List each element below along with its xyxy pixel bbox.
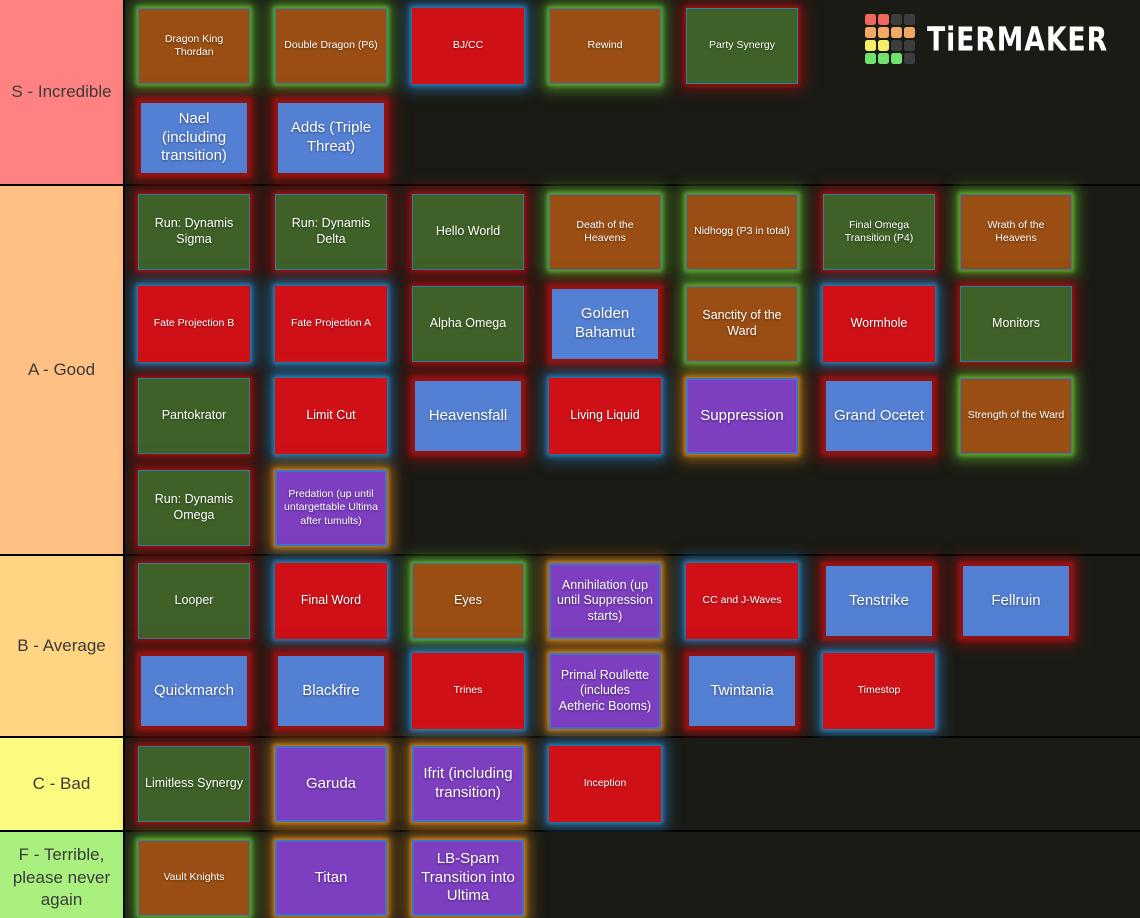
tier-row-content-s: Dragon King Thordan Double Dragon (P6) BJ/… — [125, 0, 1140, 184]
logo-square — [878, 14, 890, 25]
tile-eyes[interactable]: Eyes — [412, 563, 524, 639]
tile-primal-roullette-includes-aetheric-booms[interactable]: Primal Roullette (includes Aetheric Boom… — [549, 653, 661, 729]
tier-label-a: A - Good — [0, 186, 125, 554]
tile-quickmarch[interactable]: Quickmarch — [138, 653, 250, 729]
tile-inception[interactable]: Inception — [549, 746, 661, 822]
tile-timestop[interactable]: Timestop — [823, 653, 935, 729]
logo-square — [891, 27, 903, 38]
tile-monitors[interactable]: Monitors — [960, 286, 1072, 362]
tile-double-dragon-p6[interactable]: Double Dragon (P6) — [275, 8, 387, 84]
tile-bj-cc[interactable]: BJ/CC — [412, 8, 524, 84]
tile-line: Dragon King Thordan Double Dragon (P6) BJ/… — [125, 0, 1140, 92]
logo-square — [878, 53, 890, 64]
tier-row-content-b: Looper Final Word Eyes Annihilation (up unt… — [125, 556, 1140, 736]
tile-sanctity-of-the-ward[interactable]: Sanctity of the Ward — [686, 286, 798, 362]
tile-limitless-synergy[interactable]: Limitless Synergy — [138, 746, 250, 822]
tile-hello-world[interactable]: Hello World — [412, 194, 524, 270]
tier-row-a: A - Good Run: Dynamis Sigma Run: Dynamis D… — [0, 186, 1140, 556]
tier-label-s: S - Incredible — [0, 0, 125, 184]
tile-death-of-the-heavens[interactable]: Death of the Heavens — [549, 194, 661, 270]
tile-line: Limitless Synergy Garuda Ifrit (including … — [125, 738, 1140, 830]
tier-row-c: C - Bad Limitless Synergy Garuda Ifrit (inc… — [0, 738, 1140, 832]
tile-blackfire[interactable]: Blackfire — [275, 653, 387, 729]
logo-square — [878, 40, 890, 51]
tile-wormhole[interactable]: Wormhole — [823, 286, 935, 362]
tile-twintania[interactable]: Twintania — [686, 653, 798, 729]
tile-rewind[interactable]: Rewind — [549, 8, 661, 84]
tiermaker-logo-text: TiERMAKER — [927, 19, 1109, 59]
tier-row-f: F - Terrible, please never again Vault Kn… — [0, 832, 1140, 918]
tier-row-content-a: Run: Dynamis Sigma Run: Dynamis Delta Hell… — [125, 186, 1140, 554]
logo-square — [891, 40, 903, 51]
tile-annihilation-up-until-suppression-starts[interactable]: Annihilation (up until Suppression start… — [549, 563, 661, 639]
tile-pantokrator[interactable]: Pantokrator — [138, 378, 250, 454]
logo-square — [891, 53, 903, 64]
tile-line: Pantokrator Limit Cut Heavensfall Living Li… — [125, 370, 1140, 462]
tile-vault-knights[interactable]: Vault Knights — [138, 840, 250, 916]
logo-square — [904, 40, 916, 51]
tile-run-dynamis-delta[interactable]: Run: Dynamis Delta — [275, 194, 387, 270]
tile-predation-up-until-untargettable-ultima-after-tumults[interactable]: Predation (up until untargettable Ultima… — [275, 470, 387, 546]
tiermaker-logo: TiERMAKER — [865, 14, 1124, 64]
tile-dragon-king-thordan[interactable]: Dragon King Thordan — [138, 8, 250, 84]
tile-garuda[interactable]: Garuda — [275, 746, 387, 822]
tile-strength-of-the-ward[interactable]: Strength of the Ward — [960, 378, 1072, 454]
tile-line: Run: Dynamis Sigma Run: Dynamis Delta Hell… — [125, 186, 1140, 278]
tile-line: Vault Knights Titan LB-Spam Transition int… — [125, 832, 1140, 918]
tier-row-s: S - Incredible Dragon King Thordan Double … — [0, 0, 1140, 186]
tile-heavensfall[interactable]: Heavensfall — [412, 378, 524, 454]
tile-fellruin[interactable]: Fellruin — [960, 563, 1072, 639]
tile-ifrit-including-transition[interactable]: Ifrit (including transition) — [412, 746, 524, 822]
tile-cc-and-j-waves[interactable]: CC and J-Waves — [686, 563, 798, 639]
logo-square — [904, 14, 916, 25]
tiermaker-logo-grid-icon — [865, 14, 916, 64]
tier-row-b: B - Average Looper Final Word Eyes Annihilat… — [0, 556, 1140, 738]
tile-tenstrike[interactable]: Tenstrike — [823, 563, 935, 639]
tile-nael-including-transition[interactable]: Nael (including transition) — [138, 100, 250, 176]
logo-square — [878, 27, 890, 38]
tile-wrath-of-the-heavens[interactable]: Wrath of the Heavens — [960, 194, 1072, 270]
tier-row-content-f: Vault Knights Titan LB-Spam Transition int… — [125, 832, 1140, 918]
tile-run-dynamis-omega[interactable]: Run: Dynamis Omega — [138, 470, 250, 546]
tile-looper[interactable]: Looper — [138, 563, 250, 639]
logo-square — [865, 14, 877, 25]
tier-label-c: C - Bad — [0, 738, 125, 830]
tile-final-word[interactable]: Final Word — [275, 563, 387, 639]
tile-line: Quickmarch Blackfire Trines Primal Roullett… — [125, 646, 1140, 736]
tier-label-f: F - Terrible, please never again — [0, 832, 125, 918]
tile-living-liquid[interactable]: Living Liquid — [549, 378, 661, 454]
tile-fate-projection-b[interactable]: Fate Projection B — [138, 286, 250, 362]
tile-run-dynamis-sigma[interactable]: Run: Dynamis Sigma — [138, 194, 250, 270]
tile-line: Looper Final Word Eyes Annihilation (up unt… — [125, 556, 1140, 646]
tile-line: Run: Dynamis Omega Predation (up until un… — [125, 462, 1140, 554]
logo-square — [904, 53, 916, 64]
tile-fate-projection-a[interactable]: Fate Projection A — [275, 286, 387, 362]
tile-limit-cut[interactable]: Limit Cut — [275, 378, 387, 454]
tile-line: Nael (including transition) Adds (Triple … — [125, 92, 1140, 184]
tile-grand-ocetet[interactable]: Grand Ocetet — [823, 378, 935, 454]
tile-titan[interactable]: Titan — [275, 840, 387, 916]
logo-square — [865, 53, 877, 64]
tile-adds-triple-threat[interactable]: Adds (Triple Threat) — [275, 100, 387, 176]
tile-trines[interactable]: Trines — [412, 653, 524, 729]
tier-label-b: B - Average — [0, 556, 125, 736]
tile-final-omega-transition-p4[interactable]: Final Omega Transition (P4) — [823, 194, 935, 270]
logo-square — [865, 27, 877, 38]
logo-square — [865, 40, 877, 51]
tile-suppression[interactable]: Suppression — [686, 378, 798, 454]
logo-square — [891, 14, 903, 25]
tier-row-content-c: Limitless Synergy Garuda Ifrit (including … — [125, 738, 1140, 830]
tile-party-synergy[interactable]: Party Synergy — [686, 8, 798, 84]
tile-line: Fate Projection B Fate Projection A Alpha … — [125, 278, 1140, 370]
logo-square — [904, 27, 916, 38]
tile-lb-spam-transition-into-ultima[interactable]: LB-Spam Transition into Ultima — [412, 840, 524, 916]
tile-nidhogg-p3-in-total[interactable]: Nidhogg (P3 in total) — [686, 194, 798, 270]
tile-golden-bahamut[interactable]: Golden Bahamut — [549, 286, 661, 362]
tile-alpha-omega[interactable]: Alpha Omega — [412, 286, 524, 362]
